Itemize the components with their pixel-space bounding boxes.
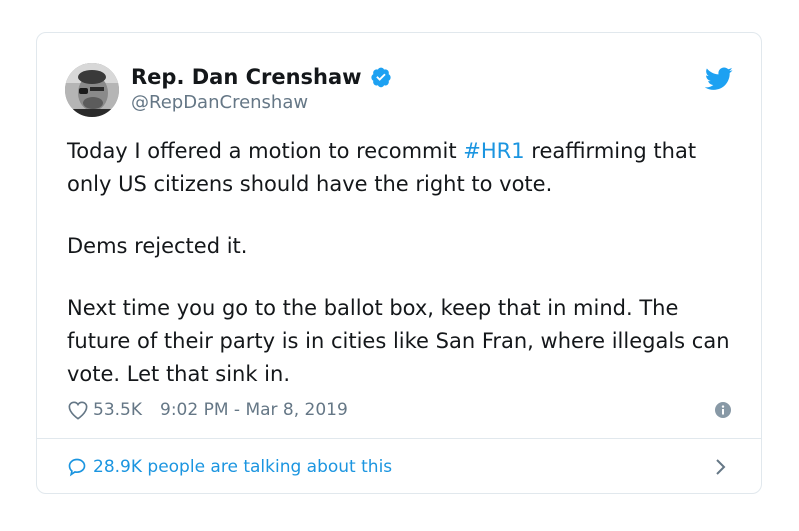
tweet-meta: 53.5K 9:02 PM - Mar 8, 2019 <box>67 397 731 423</box>
hashtag-link[interactable]: #HR1 <box>463 139 525 163</box>
info-icon[interactable] <box>715 402 731 418</box>
author-handle[interactable]: @RepDanCrenshaw <box>131 92 309 113</box>
tweet-text-segment: reaffirming that only US citizens should… <box>67 139 697 196</box>
tweet-timestamp[interactable]: 9:02 PM - Mar 8, 2019 <box>160 400 348 420</box>
tweet-header: Rep. Dan Crenshaw @RepDanCrenshaw <box>65 61 733 117</box>
display-name[interactable]: Rep. Dan Crenshaw <box>131 65 362 89</box>
twitter-bird-icon[interactable] <box>705 67 733 91</box>
conversation-text: 28.9K people are talking about this <box>93 457 393 477</box>
conversation-link[interactable]: 28.9K people are talking about this <box>67 439 731 495</box>
tweet-paragraph-2: Dems rejected it. <box>67 234 248 258</box>
author-names: Rep. Dan Crenshaw @RepDanCrenshaw <box>131 63 392 113</box>
like-count[interactable]: 53.5K <box>93 400 142 420</box>
tweet-text-segment: Today I offered a motion to recommit <box>67 139 464 163</box>
tweet-paragraph-1: Today I offered a motion to recommit #HR… <box>67 135 737 201</box>
display-name-row: Rep. Dan Crenshaw <box>131 63 392 91</box>
speech-bubble-icon <box>68 458 86 477</box>
avatar[interactable] <box>65 63 119 117</box>
avatar-image <box>65 63 119 117</box>
verified-badge-icon <box>370 67 391 88</box>
tweet-paragraph-3: Next time you go to the ballot box, keep… <box>67 296 730 386</box>
tweet-embed-card: Rep. Dan Crenshaw @RepDanCrenshaw Today … <box>36 32 762 494</box>
footer-divider <box>37 438 761 439</box>
chevron-right-icon <box>716 459 726 475</box>
tweet-text: Today I offered a motion to recommit #HR… <box>67 135 737 391</box>
heart-outline-icon[interactable] <box>67 400 89 420</box>
